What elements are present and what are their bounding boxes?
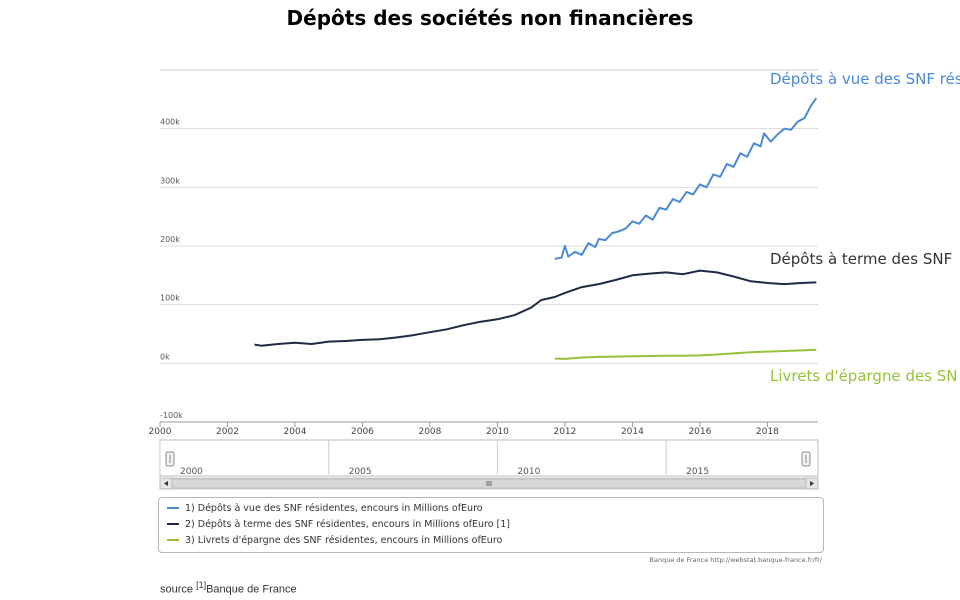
x-tick-label: 2006	[351, 427, 374, 437]
x-tick-label: 2002	[216, 427, 239, 437]
legend-swatch-1	[167, 507, 179, 509]
series-line-2[interactable]	[254, 269, 817, 347]
legend-box: 1) Dépôts à vue des SNF résidentes, enco…	[158, 497, 824, 553]
arrow-left-icon	[164, 481, 168, 486]
source-ref[interactable]: [1]	[196, 580, 207, 590]
series-line-1[interactable]	[554, 97, 818, 260]
source-prefix: source	[160, 583, 197, 596]
x-tick-label: 2010	[486, 427, 509, 437]
y-tick-label: -100k	[160, 411, 183, 420]
x-tick-label: 2008	[418, 427, 441, 437]
legend-swatch-3	[167, 539, 179, 541]
legend-label-3: 3) Livrets d'épargne des SNF résidentes,…	[185, 534, 503, 546]
series-end-label-2: Dépôts à terme des SNF	[770, 250, 952, 268]
legend-label-2: 2) Dépôts à terme des SNF résidentes, en…	[185, 518, 510, 530]
x-tick-label: 2012	[553, 427, 576, 437]
chart-title: Dépôts des sociétés non financières	[286, 6, 694, 30]
series-end-label-1: Dépôts à vue des SNF rés	[770, 70, 960, 88]
legend-label-1: 1) Dépôts à vue des SNF résidentes, enco…	[185, 502, 483, 514]
arrow-right-icon	[810, 481, 814, 486]
x-tick-label: 2004	[284, 427, 307, 437]
navigator-label: 2015	[686, 467, 709, 477]
y-tick-label: 200k	[160, 235, 180, 244]
navigator-label: 2005	[349, 467, 372, 477]
series-end-label-3: Livrets d'épargne des SN	[770, 367, 958, 385]
y-tick-label: 400k	[160, 118, 180, 127]
series-line-3[interactable]	[554, 348, 817, 360]
legend-item-2[interactable]: 2) Dépôts à terme des SNF résidentes, en…	[167, 516, 510, 532]
legend-swatch-2	[167, 523, 179, 525]
x-tick-label: 2018	[756, 427, 779, 437]
y-tick-label: 100k	[160, 294, 180, 303]
navigator-label: 2000	[180, 467, 203, 477]
y-tick-label: 0k	[160, 352, 170, 361]
x-tick-label: 2000	[149, 427, 172, 437]
navigator-label: 2010	[517, 467, 540, 477]
navigator-frame	[159, 439, 819, 477]
x-tick-label: 2014	[621, 427, 644, 437]
source-text: Banque de France	[206, 583, 297, 596]
legend-item-1[interactable]: 1) Dépôts à vue des SNF résidentes, enco…	[167, 500, 483, 516]
chart-canvas: -100k 0k 100k 200k 300k 400k 2000 2002 2004 2006 2…	[149, 69, 960, 490]
y-tick-label: 300k	[160, 176, 180, 185]
x-tick-label: 2016	[688, 427, 711, 437]
source-note: source [1]Banque de France	[160, 580, 297, 596]
credit-text[interactable]: Banque de France http://webstat.banque-f…	[649, 556, 822, 564]
legend-item-3[interactable]: 3) Livrets d'épargne des SNF résidentes,…	[167, 532, 502, 548]
